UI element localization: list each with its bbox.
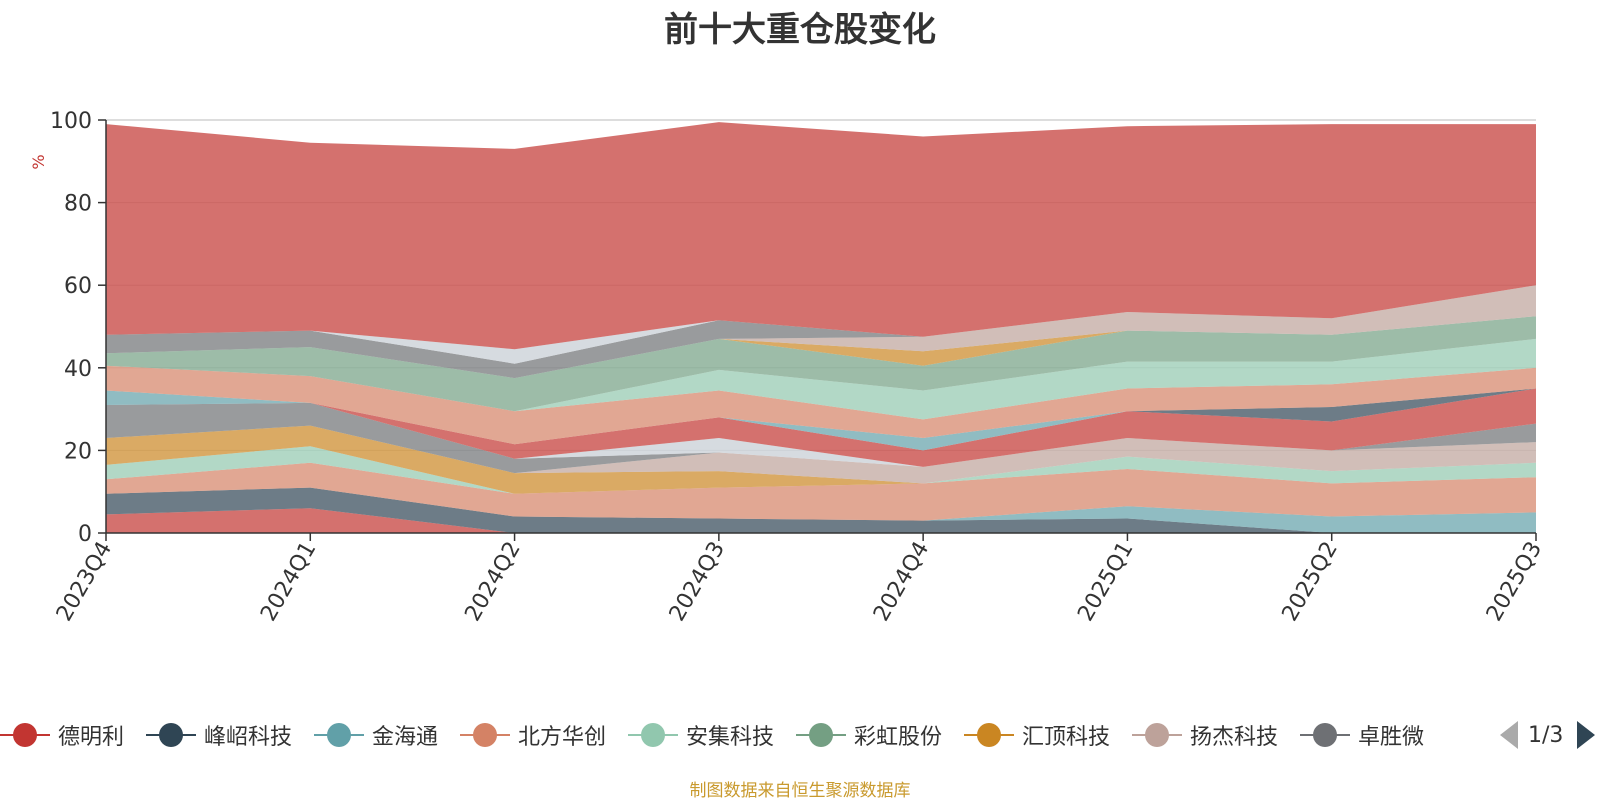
area-series-7[interactable] bbox=[106, 425, 1536, 494]
legend-item[interactable]: 德明利 bbox=[0, 718, 124, 752]
area-series-2[interactable] bbox=[106, 487, 1536, 533]
legend-items: 德明利 峰岹科技 金海通 北方华创 安集科技 彩虹股份 汇顶科技 扬杰科技 卓胜微 bbox=[0, 718, 1462, 754]
legend-prev-page-icon[interactable] bbox=[1500, 721, 1518, 749]
legend-marker-icon bbox=[146, 720, 196, 750]
area-series-15[interactable] bbox=[106, 365, 1536, 445]
legend-next-page-icon[interactable] bbox=[1577, 721, 1596, 749]
y-tick-label: 60 bbox=[64, 274, 92, 299]
x-tick-label: 2025Q3 bbox=[1482, 538, 1547, 626]
legend-marker-icon bbox=[314, 720, 364, 750]
area-series-group bbox=[106, 122, 1536, 533]
legend-marker-icon bbox=[796, 720, 846, 750]
y-tick-label: 100 bbox=[50, 109, 92, 134]
area-series-5[interactable] bbox=[106, 446, 1536, 494]
area-series-22[interactable] bbox=[106, 122, 1536, 350]
legend-label: 卓胜微 bbox=[1358, 725, 1425, 750]
legend-marker-icon bbox=[964, 720, 1014, 750]
y-tick-label: 20 bbox=[64, 439, 92, 464]
area-series-9[interactable] bbox=[106, 402, 1536, 474]
legend-label: 安集科技 bbox=[686, 725, 775, 750]
legend-item[interactable]: 北方华创 bbox=[460, 718, 606, 752]
legend-label: 汇顶科技 bbox=[1022, 725, 1111, 750]
x-tick-label: 2023Q4 bbox=[52, 538, 117, 626]
area-series-8[interactable] bbox=[106, 425, 1536, 484]
y-tick-label: 40 bbox=[64, 357, 92, 382]
legend-label: 峰岹科技 bbox=[204, 725, 293, 750]
x-tick-label: 2025Q2 bbox=[1278, 538, 1343, 626]
y-axis-label: % bbox=[29, 154, 48, 169]
x-tick-label: 2024Q4 bbox=[869, 538, 934, 626]
source-note: 制图数据来自恒生聚源数据库 bbox=[689, 781, 911, 801]
legend-label: 彩虹股份 bbox=[854, 725, 943, 750]
legend-page-indicator: 1/3 bbox=[1528, 722, 1564, 748]
legend-item[interactable]: 金海通 bbox=[314, 718, 438, 752]
legend-pager: 1/3 bbox=[1500, 718, 1596, 752]
legend-item[interactable]: 安集科技 bbox=[628, 718, 774, 752]
area-series-1[interactable] bbox=[106, 508, 1536, 533]
area-series-4[interactable] bbox=[106, 462, 1536, 521]
legend: 德明利 峰岹科技 金海通 北方华创 安集科技 彩虹股份 汇顶科技 扬杰科技 卓胜微 1/3 bbox=[0, 718, 1600, 754]
x-tick-label: 2024Q3 bbox=[665, 538, 730, 626]
area-series-20[interactable] bbox=[106, 285, 1536, 379]
area-series-12[interactable] bbox=[106, 388, 1536, 467]
legend-label: 德明利 bbox=[58, 725, 125, 750]
legend-label: 扬杰科技 bbox=[1190, 725, 1279, 750]
x-tick-label: 2025Q1 bbox=[1073, 538, 1138, 626]
legend-marker-icon bbox=[0, 720, 50, 750]
area-series-17[interactable] bbox=[106, 316, 1536, 412]
legend-label: 北方华创 bbox=[518, 725, 607, 750]
x-tick-label: 2024Q2 bbox=[460, 538, 525, 626]
legend-item[interactable]: 峰岹科技 bbox=[146, 718, 292, 752]
legend-marker-icon bbox=[1300, 720, 1350, 750]
x-tick-label: 2024Q1 bbox=[256, 538, 321, 626]
axes: % bbox=[29, 120, 1536, 534]
legend-marker-icon bbox=[460, 720, 510, 750]
area-series-16[interactable] bbox=[106, 338, 1536, 420]
legend-item[interactable]: 彩虹股份 bbox=[796, 718, 942, 752]
y-tick-label: 80 bbox=[64, 192, 92, 217]
legend-item[interactable]: 卓胜微 bbox=[1300, 718, 1424, 752]
legend-item[interactable]: 扬杰科技 bbox=[1132, 718, 1278, 752]
area-series-3[interactable] bbox=[106, 487, 1536, 533]
legend-marker-icon bbox=[628, 720, 678, 750]
legend-item[interactable]: 汇顶科技 bbox=[964, 718, 1110, 752]
legend-marker-icon bbox=[1132, 720, 1182, 750]
chart-title: 前十大重仓股变化 bbox=[664, 10, 936, 50]
area-series-18[interactable] bbox=[106, 316, 1536, 379]
area-series-19[interactable] bbox=[106, 285, 1536, 379]
area-series-11[interactable] bbox=[106, 402, 1536, 467]
legend-label: 金海通 bbox=[372, 725, 439, 750]
y-tick-label: 0 bbox=[78, 522, 92, 547]
